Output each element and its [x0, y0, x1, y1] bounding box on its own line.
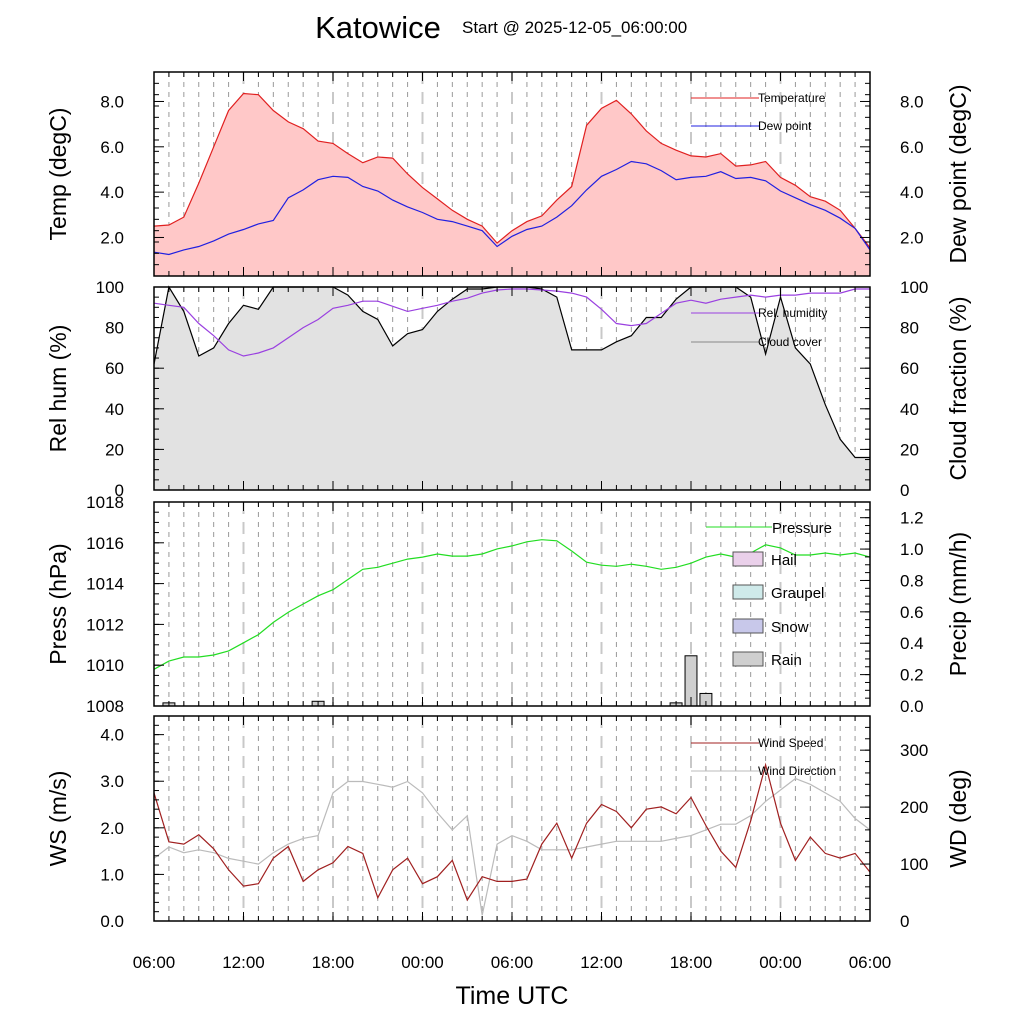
legend-swatch: [732, 584, 764, 600]
wind-direction-line: [153, 777, 871, 916]
cloud-fill: [154, 287, 870, 490]
y-tick-label-right: 60: [900, 359, 919, 378]
y-tick-label-left: 1018: [86, 493, 124, 512]
y-axis-label-left: Temp (degC): [45, 108, 71, 241]
chart-subtitle: Start @ 2025-12-05_06:00:00: [462, 18, 687, 37]
y-tick-label-left: 1010: [86, 656, 124, 675]
legend-label: Rel. humidity: [758, 306, 827, 320]
y-tick-label-right: 1.2: [900, 509, 924, 528]
y-axis-label-right: Cloud fraction (%): [945, 296, 971, 480]
y-tick-label-left: 1016: [86, 534, 124, 553]
y-tick-label-left: 8.0: [100, 92, 124, 111]
y-axis-label-left: WS (m/s): [45, 771, 71, 867]
legend-swatch: [732, 618, 764, 634]
y-tick-label-right: 0.8: [900, 571, 924, 590]
y-tick-label-right: 0.4: [900, 634, 924, 653]
y-tick-label-left: 40: [105, 400, 124, 419]
x-tick-label: 00:00: [401, 953, 444, 972]
y-axis-label-left: Rel hum (%): [45, 325, 71, 453]
y-tick-label-left: 100: [96, 278, 124, 297]
y-tick-label-right: 100: [900, 855, 928, 874]
y-tick-label-right: 40: [900, 400, 919, 419]
x-tick-label: 06:00: [491, 953, 534, 972]
wind-speed-line: [153, 762, 871, 902]
legend-label: Cloud cover: [758, 335, 822, 349]
y-tick-label-right: 100: [900, 278, 928, 297]
x-tick-label: 00:00: [759, 953, 802, 972]
y-tick-label-left: 3.0: [100, 772, 124, 791]
y-tick-label-right: 300: [900, 741, 928, 760]
y-tick-label-right: 0.0: [900, 697, 924, 716]
wind-panel: 0.0 1.0 2.0 3.0 4.0 0 100 200 300 WS (m/s) WD (deg…: [45, 715, 971, 931]
y-tick-label-right: 0: [900, 481, 909, 500]
x-tick-label: 12:00: [222, 953, 265, 972]
legend-label: Temperature: [758, 91, 826, 105]
legend-label: Rain: [771, 652, 802, 669]
legend-label: Wind Direction: [758, 764, 836, 778]
y-tick-label-left: 0.0: [100, 912, 124, 931]
y-tick-label-right: 2.0: [900, 228, 924, 247]
y-tick-label-right: 80: [900, 319, 919, 338]
x-axis-label: Time UTC: [456, 982, 569, 1010]
legend-label: Pressure: [772, 520, 832, 537]
y-axis-label-right: WD (deg): [945, 769, 971, 867]
y-tick-label-right: 4.0: [900, 183, 924, 202]
x-tick-label: 12:00: [580, 953, 623, 972]
y-axis-label-left: Press (hPa): [45, 543, 71, 664]
pressure-precip-panel: 1008 1010 1012 1014 1016 1018 0.0 0.2 0.4 0.6 0.8 1…: [45, 493, 971, 716]
y-tick-label-left: 20: [105, 440, 124, 459]
legend-label: Wind Speed: [758, 736, 823, 750]
y-tick-label-left: 1008: [86, 697, 124, 716]
x-tick-label: 06:00: [133, 953, 176, 972]
y-tick-label-left: 1012: [86, 615, 124, 634]
chart-title: Katowice: [315, 10, 441, 45]
y-tick-label-right: 6.0: [900, 138, 924, 157]
y-axis-label-right: Precip (mm/h): [945, 532, 971, 676]
y-tick-label-right: 20: [900, 440, 919, 459]
y-tick-label-left: 1.0: [100, 865, 124, 884]
y-tick-label-left: 6.0: [100, 138, 124, 157]
x-tick-label: 06:00: [849, 953, 892, 972]
temperature-line: [153, 92, 871, 249]
y-tick-label-left: 0: [115, 481, 124, 500]
y-tick-label-left: 4.0: [100, 726, 124, 745]
plot-layer: 2.0 4.0 6.0 8.0 2.0 4.0 6.0 8.0 Temp (degC) Dew p…: [45, 71, 971, 972]
legend-label: Dew point: [758, 119, 812, 133]
y-axis-label-right: Dew point (degC): [945, 85, 971, 264]
x-tick-labels: 06:00 12:00 18:00 00:00 06:00 12:00 18:00 00:00…: [133, 953, 892, 972]
y-tick-label-left: 2.0: [100, 228, 124, 247]
dewpoint-line: [153, 160, 871, 256]
y-tick-label-left: 80: [105, 319, 124, 338]
y-tick-label-right: 0: [900, 912, 909, 931]
x-tick-label: 18:00: [312, 953, 355, 972]
y-tick-label-left: 2.0: [100, 819, 124, 838]
y-tick-label-right: 0.2: [900, 666, 924, 685]
y-tick-label-left: 1014: [86, 575, 124, 594]
y-tick-label-left: 60: [105, 359, 124, 378]
legend-label: Graupel: [771, 585, 824, 602]
legend-swatch: [732, 651, 764, 667]
humidity-cloud-panel: 0 20 40 60 80 100 0 20 40 60 80 100 Rel hum (%) Cloud…: [45, 278, 971, 500]
y-tick-label-right: 0.6: [900, 603, 924, 622]
temperature-fill: [154, 93, 870, 276]
y-tick-label-right: 8.0: [900, 92, 924, 111]
legend-label: Snow: [771, 619, 809, 636]
legend-swatch: [732, 551, 764, 567]
y-tick-label-left: 4.0: [100, 183, 124, 202]
legend-label: Hail: [771, 552, 797, 569]
x-tick-label: 18:00: [670, 953, 713, 972]
y-tick-label-right: 1.0: [900, 540, 924, 559]
y-tick-label-right: 200: [900, 798, 928, 817]
temperature-panel: 2.0 4.0 6.0 8.0 2.0 4.0 6.0 8.0 Temp (degC) Dew p…: [45, 71, 971, 277]
